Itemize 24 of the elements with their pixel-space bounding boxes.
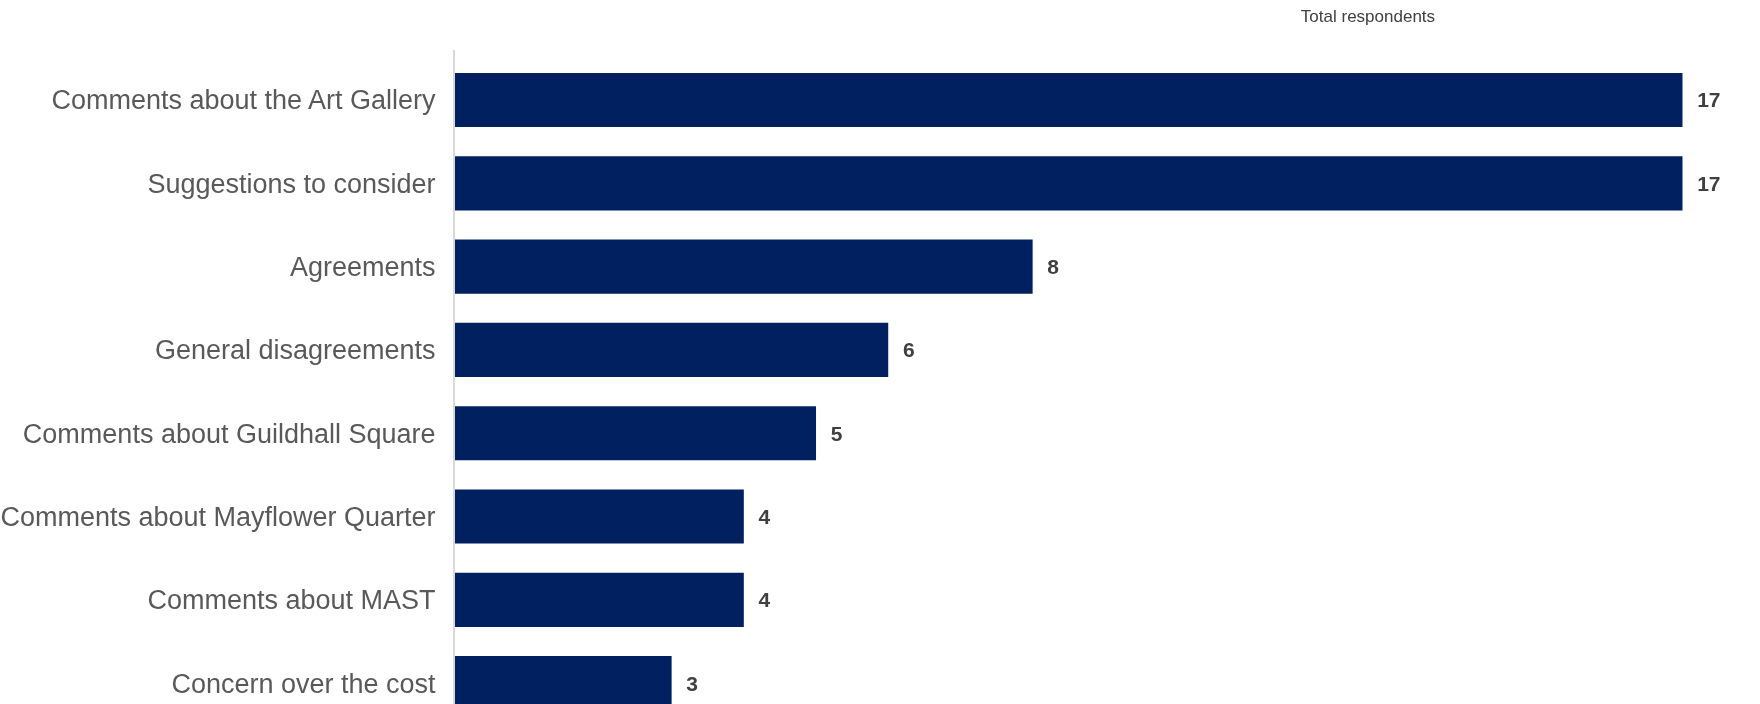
bar — [455, 239, 1033, 294]
data-label: 17 — [1685, 171, 1721, 195]
bar — [455, 489, 744, 544]
data-label: 6 — [891, 338, 915, 362]
y-tick-label: Comments about Guildhall Square — [22, 418, 436, 449]
y-tick-label: Agreements — [290, 252, 436, 283]
data-label: 8 — [1035, 255, 1060, 279]
bar — [455, 406, 817, 461]
bar — [455, 322, 889, 377]
y-tick-label: General disagreements — [154, 335, 436, 366]
y-tick-label: Comments about the Art Gallery — [51, 85, 437, 116]
bar — [455, 72, 1683, 128]
y-tick-label: Comments about MAST — [147, 585, 436, 616]
y-tick-label: Concern over the cost — [171, 668, 437, 699]
data-label: 3 — [674, 671, 698, 695]
data-label: 17 — [1685, 88, 1721, 112]
chart-title: Total respondents — [1300, 7, 1436, 27]
data-label: 4 — [746, 588, 771, 612]
bar — [455, 572, 744, 627]
data-label: 5 — [819, 421, 843, 445]
y-tick-label: Comments about Mayflower Quarter — [0, 502, 436, 532]
bar — [455, 156, 1683, 211]
data-label: 4 — [746, 505, 771, 529]
y-tick-label: Suggestions to consider — [147, 168, 436, 199]
